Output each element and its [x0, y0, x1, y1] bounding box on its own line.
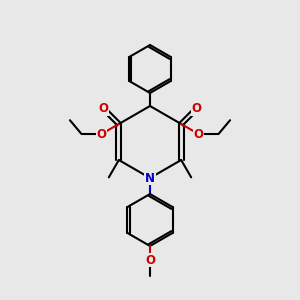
Text: O: O: [98, 102, 108, 115]
Text: O: O: [192, 102, 202, 115]
Text: O: O: [97, 128, 106, 140]
Text: O: O: [145, 254, 155, 266]
Text: O: O: [194, 128, 203, 140]
Text: N: N: [145, 172, 155, 184]
